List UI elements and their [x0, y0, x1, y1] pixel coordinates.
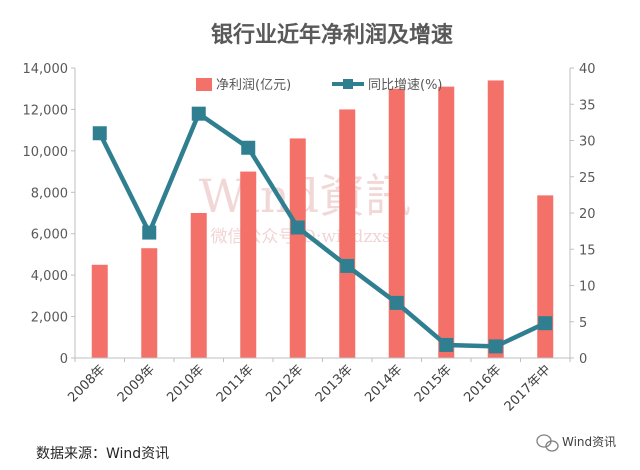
growth-point-0	[92, 126, 107, 141]
y-right-tick-label-7: 35	[579, 98, 596, 113]
bar-1	[141, 248, 158, 358]
bar-7	[438, 86, 455, 359]
growth-point-8	[488, 339, 503, 354]
growth-point-3	[241, 140, 256, 155]
legend-marker-line	[343, 79, 353, 89]
brand-badge: Wind资讯	[536, 434, 616, 452]
legend: 净利润(亿元) 同比增速(%)	[196, 78, 443, 93]
y-right-tick-label-8: 40	[579, 62, 596, 77]
growth-point-6	[389, 295, 404, 310]
bar-2	[190, 213, 207, 358]
growth-point-4	[290, 220, 305, 235]
y-left-tick-label-6: 12,000	[23, 103, 69, 118]
x-tick-label-8: 2016年	[461, 362, 504, 405]
y-left-tick-label-1: 2,000	[31, 311, 68, 326]
x-tick-label-4: 2012年	[263, 362, 306, 405]
x-tick-label-0: 2008年	[65, 362, 108, 405]
bars-layer	[91, 80, 554, 359]
legend-label-line: 同比增速(%)	[368, 78, 443, 93]
y-left-tick-label-3: 6,000	[31, 228, 68, 243]
bar-0	[91, 264, 108, 358]
y-right-tick-label-6: 30	[579, 135, 596, 150]
x-tick-label-6: 2014年	[362, 362, 405, 405]
y-left-tick-label-0: 0	[60, 352, 68, 367]
growth-point-7	[439, 337, 454, 352]
y-right-tick-label-2: 10	[579, 280, 596, 295]
bar-3	[240, 171, 257, 358]
growth-point-9	[538, 316, 553, 331]
brand-label: Wind资讯	[562, 435, 616, 449]
bar-5	[339, 109, 356, 358]
x-tick-label-7: 2015年	[412, 362, 455, 405]
chart-title: 银行业近年净利润及增速	[211, 22, 453, 48]
source-note: 数据来源：Wind资讯	[36, 446, 169, 462]
bar-4	[289, 138, 306, 358]
x-tick-label-9: 2017年中	[502, 362, 554, 414]
y-right-tick-label-0: 0	[579, 352, 587, 367]
y-left-tick-label-2: 4,000	[31, 269, 68, 284]
x-tick-label-5: 2013年	[313, 362, 356, 405]
bar-9	[537, 195, 554, 358]
legend-swatch-bar	[196, 78, 212, 91]
watermark-sub: 微信公众号ID:windzxsh	[210, 227, 401, 247]
y-left-tick-label-5: 10,000	[23, 145, 69, 160]
growth-point-1	[142, 225, 157, 240]
x-tick-label-1: 2009年	[115, 362, 158, 405]
growth-line	[97, 111, 547, 349]
y-left-tick-label-7: 14,000	[23, 62, 69, 77]
growth-point-2	[191, 106, 206, 121]
growth-point-5	[340, 258, 355, 273]
x-tick-label-2: 2010年	[164, 362, 207, 405]
y-right-tick-label-5: 25	[579, 171, 596, 186]
y-right-tick-label-3: 15	[579, 243, 596, 258]
wechat-icon	[536, 434, 559, 452]
y-left-tick-label-4: 8,000	[31, 186, 68, 201]
x-tick-label-3: 2011年	[214, 362, 257, 405]
y-right-tick-label-1: 5	[579, 316, 587, 331]
bar-8	[487, 80, 504, 358]
bar-6	[388, 88, 405, 358]
y-right-tick-label-4: 20	[579, 207, 596, 222]
legend-label-bar: 净利润(亿元)	[216, 78, 291, 93]
line-layer	[92, 106, 553, 354]
